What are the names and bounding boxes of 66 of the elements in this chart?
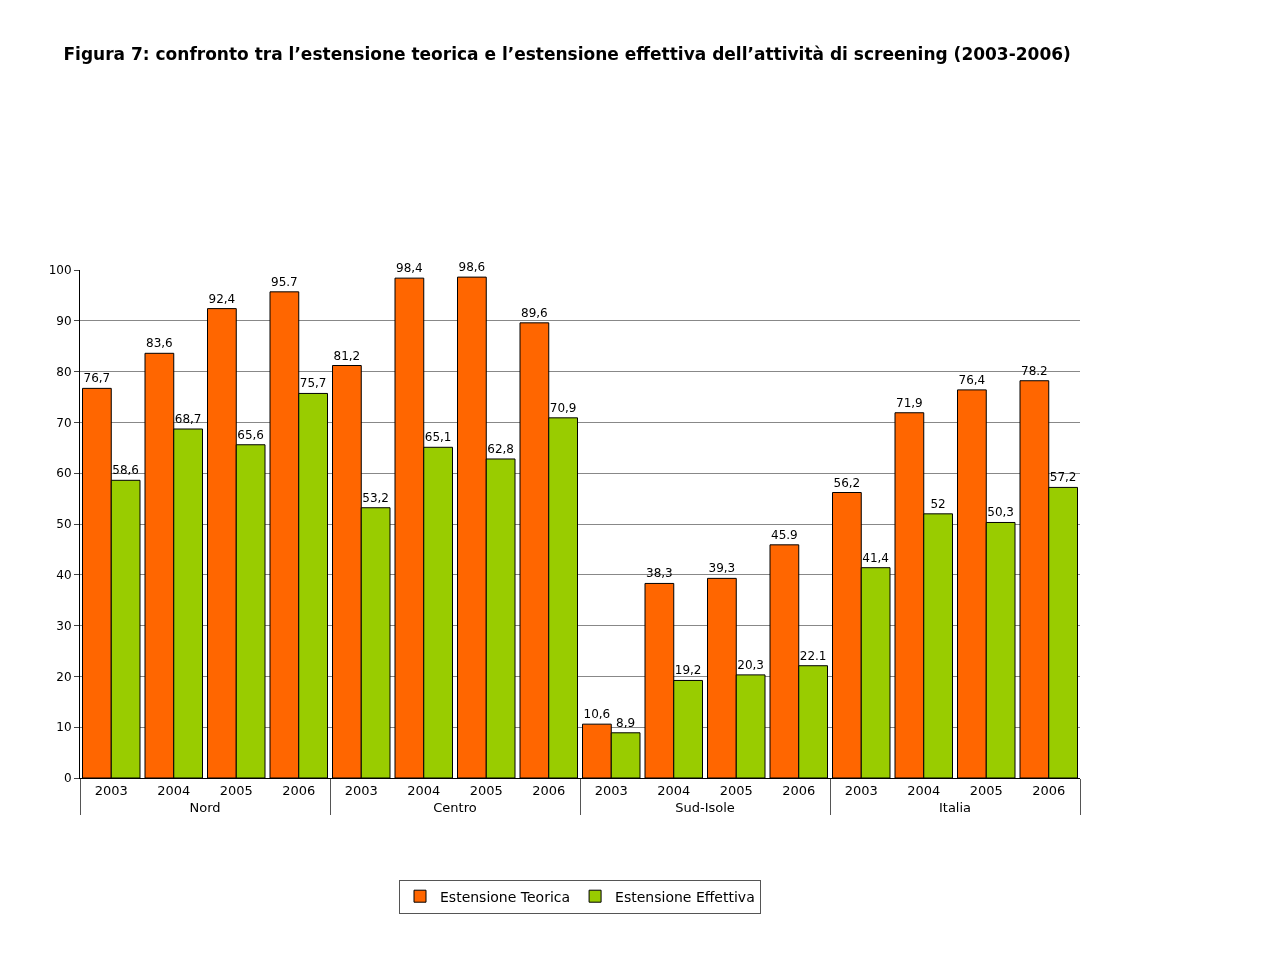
x-tick-label: 2006 [532,782,566,798]
data-label: 45.9 [771,527,798,542]
y-tick-label: 10 [56,720,72,735]
data-label: 95.7 [271,274,298,289]
data-label: 58,6 [112,463,139,478]
data-label: 41,4 [862,550,889,565]
data-label: 38,3 [646,566,673,581]
y-tick-label: 90 [56,314,72,328]
chart-title: Figura 7: confronto tra l’estensione teorica e l’estensione effettiva dell’attività di screening (2003-2006) [63,44,1071,65]
x-tick-label: 2003 [594,782,628,798]
x-tick-label: 2006 [1032,782,1066,798]
data-label: 78.2 [1021,363,1048,378]
data-label: 62,8 [487,441,514,456]
data-label: 83,6 [146,336,173,351]
data-label: 8,9 [616,715,636,730]
data-label: 81,2 [333,348,361,363]
x-tick-label: 2004 [657,782,691,798]
x-tick-label: 2003 [344,782,378,798]
data-label: 92,4 [208,291,236,306]
data-label: 68,7 [174,412,202,426]
data-label: 50,3 [987,505,1014,520]
y-tick-label: 20 [56,669,72,684]
data-label: 52 [930,496,946,511]
x-tick-label: 2003 [94,782,128,798]
data-label: 71,9 [896,395,923,410]
text: Italia [938,799,972,815]
legend-label: Estensione Effettiva [615,888,755,905]
data-label: 57,2 [1049,470,1077,485]
text: Centro [433,799,477,815]
data-label: 65,1 [424,430,452,445]
text: Sud-Isole [675,799,735,815]
data-label: 76,7 [83,371,111,386]
y-tick-label: 60 [56,466,72,481]
data-label: 75,7 [299,376,327,391]
y-tick-label: 30 [56,618,72,633]
data-label: 19,2 [674,663,702,678]
x-tick-label: 2006 [282,782,316,798]
data-label: 53,2 [362,490,389,505]
x-tick-label: 2005 [969,782,1003,798]
y-tick-label: 80 [56,364,72,379]
x-tick-label: 2005 [719,782,753,798]
x-tick-label: 2004 [907,782,941,798]
data-label: 39,3 [708,561,736,576]
data-label: 56,2 [833,475,861,490]
x-tick-label: 2005 [219,782,253,798]
data-label: 76,4 [958,372,986,387]
x-tick-label: 2003 [844,782,878,798]
legend-label: Estensione Teorica [440,888,571,905]
text: Nord [189,799,221,815]
data-label: 98,4 [396,261,423,276]
data-label: 10,6 [583,707,611,722]
data-label: 89,6 [521,305,548,320]
data-label: 22.1 [799,648,827,663]
y-tick-label: 0 [63,771,72,786]
y-tick-label: 40 [56,568,72,582]
data-label: 70,9 [549,400,577,415]
x-tick-label: 2004 [407,782,441,798]
data-label: 65,6 [237,427,264,442]
y-tick-label: 70 [56,415,72,430]
x-tick-label: 2005 [469,782,503,798]
y-tick-label: 50 [56,517,72,532]
x-tick-label: 2004 [157,782,191,798]
y-tick-label: 100 [48,263,72,278]
x-tick-label: 2006 [782,782,816,798]
data-label: 98,6 [458,260,486,275]
data-label: 20,3 [737,657,764,672]
